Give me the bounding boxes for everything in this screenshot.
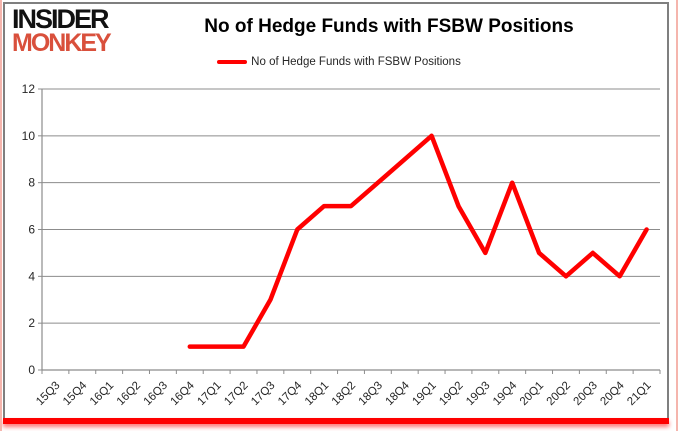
chart-legend: No of Hedge Funds with FSBW Positions [2, 56, 676, 68]
y-axis-label: 8 [28, 176, 35, 190]
y-axis-label: 6 [28, 223, 35, 237]
x-axis-label: 19Q4 [491, 379, 520, 408]
x-axis-label: 20Q2 [545, 380, 573, 408]
x-axis-label: 19Q2 [437, 380, 465, 408]
chart-title: No of Hedge Funds with FSBW Positions [204, 16, 574, 37]
x-axis-label: 18Q1 [303, 380, 331, 408]
bottom-red-bar [3, 418, 669, 424]
y-axis-label: 12 [22, 82, 36, 96]
x-axis-label: 15Q3 [34, 380, 62, 408]
y-axis-label: 0 [28, 363, 35, 377]
y-axis-label: 4 [28, 269, 35, 283]
y-axis-label: 10 [22, 129, 36, 143]
x-axis-label: 18Q2 [330, 380, 358, 408]
x-axis-label: 16Q3 [142, 380, 170, 408]
legend-label: No of Hedge Funds with FSBW Positions [251, 56, 461, 68]
x-axis-label: 16Q2 [115, 380, 143, 408]
logo-monkey-text: MONKEY [12, 28, 112, 57]
x-axis-label: 19Q3 [464, 380, 492, 408]
x-axis-label: 17Q4 [276, 379, 305, 408]
x-axis-label: 20Q4 [598, 379, 627, 408]
x-axis-label: 16Q4 [169, 379, 198, 408]
y-axis-label: 2 [28, 316, 35, 330]
x-axis-label: 17Q2 [222, 380, 250, 408]
x-axis-label: 16Q1 [88, 380, 116, 408]
x-axis-label: 17Q3 [249, 380, 277, 408]
legend-line-marker [217, 60, 248, 64]
x-axis-label: 20Q1 [518, 380, 546, 408]
x-axis-label: 18Q4 [383, 379, 412, 408]
logo-insider-text: INSIDER [12, 4, 110, 34]
x-axis-label: 19Q1 [410, 380, 438, 408]
hedge-fund-series-line [187, 133, 649, 349]
x-axis-label: 21Q1 [625, 380, 653, 408]
x-axis-label: 18Q3 [357, 380, 385, 408]
insider-monkey-logo: INSIDER MONKEY [12, 4, 112, 57]
x-axis-label: 15Q4 [61, 379, 90, 408]
x-axis-label: 20Q3 [572, 380, 600, 408]
x-axis-label: 17Q1 [195, 380, 223, 408]
